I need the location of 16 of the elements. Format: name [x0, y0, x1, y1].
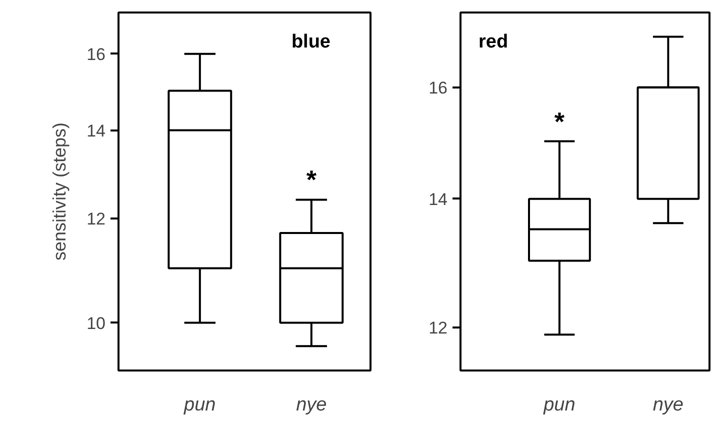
x-tick-label: pun: [542, 394, 576, 416]
y-tick-label: 16: [428, 78, 448, 98]
annotation: *: [554, 106, 566, 136]
annotation: *: [306, 164, 318, 195]
y-tick-label: 12: [86, 209, 106, 228]
y-tick-label: 16: [86, 44, 106, 64]
text: blue: [291, 32, 331, 52]
y-tick-label: 14: [428, 190, 448, 209]
x-tick-label: nye: [652, 394, 684, 416]
x-tick-label: nye: [296, 394, 327, 416]
y-tick-label: 10: [86, 314, 106, 333]
text: red: [478, 32, 508, 52]
x-tick-label: pun: [183, 394, 216, 416]
y-tick-label: 14: [86, 121, 106, 140]
y-tick-label: 12: [428, 318, 448, 338]
y-axis-title: sensitivity (steps): [50, 122, 70, 261]
